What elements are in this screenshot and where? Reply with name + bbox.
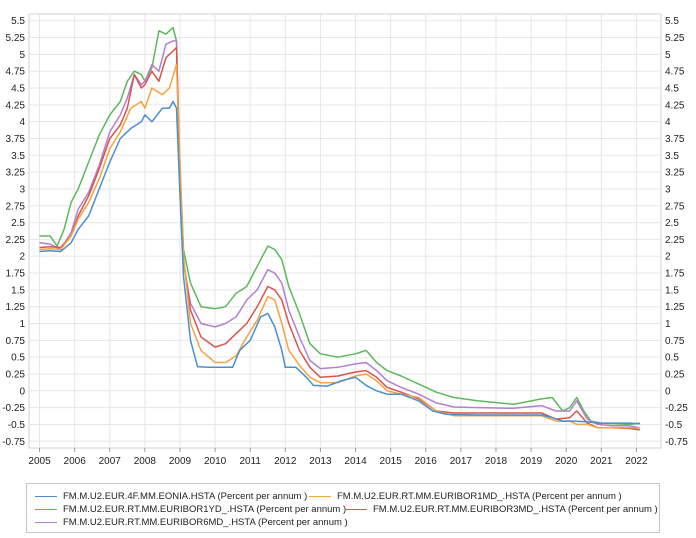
y-tick-label-right: 2.75 xyxy=(665,201,685,212)
y-tick-label-left: 1 xyxy=(19,319,25,330)
legend-label-euribor-6m: FM.M.U2.EUR.RT.MM.EURIBOR6MD_.HSTA (Perc… xyxy=(63,516,348,528)
y-tick-label-left: 0.25 xyxy=(6,369,26,380)
legend-item-euribor-1y: FM.M.U2.EUR.RT.MM.EURIBOR1YD_.HSTA (Perc… xyxy=(35,502,346,516)
legend-swatch-euribor-1m xyxy=(309,495,331,497)
legend-label-euribor-1m: FM.M.U2.EUR.RT.MM.EURIBOR1MD_.HSTA (Perc… xyxy=(337,490,622,502)
y-tick-label-right: 3.5 xyxy=(665,151,679,162)
y-tick-label-left: 5.25 xyxy=(6,33,26,44)
series-line-eonia xyxy=(39,100,640,425)
y-tick-label-left: 0.75 xyxy=(6,336,26,347)
legend-item-eonia: FM.M.U2.EUR.4F.MM.EONIA.HSTA (Percent pe… xyxy=(35,489,307,503)
legend-label-eonia: FM.M.U2.EUR.4F.MM.EONIA.HSTA (Percent pe… xyxy=(63,490,308,502)
x-tick-label: 2014 xyxy=(344,456,367,467)
plot-area xyxy=(28,13,662,449)
y-tick-label-left: 5.5 xyxy=(11,16,25,27)
y-tick-label-left: 3 xyxy=(19,184,25,195)
legend-swatch-eonia xyxy=(35,495,57,497)
y-tick-label-right: 4.75 xyxy=(665,67,685,78)
y-tick-label-right: 2.25 xyxy=(665,235,685,246)
y-tick-label-left: 2.5 xyxy=(11,218,25,229)
series-line-euribor-1y xyxy=(39,26,640,426)
y-tick-label-right: 3 xyxy=(665,184,671,195)
y-tick-label-right: 3.25 xyxy=(665,168,685,179)
legend-label-euribor-1y: FM.M.U2.EUR.RT.MM.EURIBOR1YD_.HSTA (Perc… xyxy=(63,503,347,515)
x-tick-label: 2019 xyxy=(520,456,543,467)
x-tick-label: 2020 xyxy=(555,456,578,467)
x-tick-label: 2006 xyxy=(64,456,87,467)
y-tick-label-left: 2 xyxy=(19,252,25,263)
y-tick-label-right: 3.75 xyxy=(665,134,685,145)
y-tick-label-right: -0.5 xyxy=(665,420,683,431)
y-tick-label-right: 1.5 xyxy=(665,285,679,296)
line-chart: 5.5 5.5 5.25 5.25 5 5 4.75 4.75 4.5 4.5 4.25 4.25 4 4… xyxy=(2,13,688,467)
legend-swatch-euribor-1y xyxy=(35,508,57,510)
legend-swatch-euribor-3m xyxy=(345,508,367,510)
y-tick-label-right: -0.25 xyxy=(665,403,688,414)
y-tick-label-right: 4 xyxy=(665,117,671,128)
legend-label-euribor-3m: FM.M.U2.EUR.RT.MM.EURIBOR3MD_.HSTA (Perc… xyxy=(373,503,658,515)
x-tick-label: 2013 xyxy=(309,456,332,467)
y-tick-label-right: 0.5 xyxy=(665,353,679,364)
x-tick-label: 2007 xyxy=(99,456,122,467)
y-tick-label-left: 1.5 xyxy=(11,285,25,296)
y-tick-label-left: 4.5 xyxy=(11,84,25,95)
series-layer xyxy=(39,26,641,431)
y-tick-label-right: 0.75 xyxy=(665,336,685,347)
y-tick-label-right: 0.25 xyxy=(665,369,685,380)
x-tick-label: 2017 xyxy=(450,456,473,467)
y-tick-label-left: 3.75 xyxy=(6,134,26,145)
y-tick-label-right: 2.5 xyxy=(665,218,679,229)
y-tick-label-left: 3.5 xyxy=(11,151,25,162)
x-tick-label: 2022 xyxy=(625,456,648,467)
x-tick-label: 2021 xyxy=(590,456,613,467)
legend-swatch-euribor-6m xyxy=(35,521,57,523)
y-tick-label-left: 0.5 xyxy=(11,353,25,364)
x-tick-label: 2010 xyxy=(204,456,227,467)
legend-item-euribor-6m: FM.M.U2.EUR.RT.MM.EURIBOR6MD_.HSTA (Perc… xyxy=(35,515,348,529)
legend-item-euribor-3m: FM.M.U2.EUR.RT.MM.EURIBOR3MD_.HSTA (Perc… xyxy=(345,502,658,516)
series-line-euribor-3m xyxy=(39,46,640,431)
x-tick-label: 2008 xyxy=(134,456,157,467)
y-tick-label-left: 2.25 xyxy=(6,235,26,246)
y-tick-label-right: -0.75 xyxy=(665,437,688,448)
legend: FM.M.U2.EUR.4F.MM.EONIA.HSTA (Percent pe… xyxy=(26,483,660,533)
x-tick-label: 2012 xyxy=(274,456,297,467)
series-line-euribor-6m xyxy=(39,40,641,429)
y-tick-label-right: 0 xyxy=(665,386,671,397)
x-tick-label: 2018 xyxy=(485,456,508,467)
y-tick-label-right: 1.75 xyxy=(665,269,685,280)
y-tick-label-left: 1.25 xyxy=(6,302,26,313)
y-tick-label-left: 4.25 xyxy=(6,100,26,111)
y-tick-label-left: 4 xyxy=(19,117,25,128)
y-tick-label-right: 4.25 xyxy=(665,100,685,111)
x-tick-label: 2011 xyxy=(239,456,261,467)
x-tick-label: 2016 xyxy=(415,456,438,467)
y-tick-label-left: 4.75 xyxy=(6,67,26,78)
y-tick-label-left: 2.75 xyxy=(6,201,26,212)
y-tick-label-left: 1.75 xyxy=(6,269,26,280)
y-tick-label-left: 5 xyxy=(19,50,25,61)
y-tick-label-right: 5.25 xyxy=(665,33,685,44)
y-tick-label-right: 5.5 xyxy=(665,16,679,27)
y-tick-label-right: 1.25 xyxy=(665,302,685,313)
x-tick-label: 2009 xyxy=(169,456,192,467)
tick-layer: 5.5 5.5 5.25 5.25 5 5 4.75 4.75 4.5 4.5 4.25 4.25 4 4… xyxy=(2,16,688,467)
y-tick-label-left: -0.75 xyxy=(2,437,25,448)
y-tick-label-left: -0.25 xyxy=(2,403,25,414)
y-tick-label-right: 1 xyxy=(665,319,671,330)
y-tick-label-right: 5 xyxy=(665,50,671,61)
y-tick-label-right: 4.5 xyxy=(665,84,679,95)
y-tick-label-right: 2 xyxy=(665,252,671,263)
legend-item-euribor-1m: FM.M.U2.EUR.RT.MM.EURIBOR1MD_.HSTA (Perc… xyxy=(309,489,622,503)
y-tick-label-left: -0.5 xyxy=(8,420,26,431)
x-tick-label: 2015 xyxy=(380,456,403,467)
y-tick-label-left: 3.25 xyxy=(6,168,26,179)
y-tick-label-left: 0 xyxy=(19,386,25,397)
x-tick-label: 2005 xyxy=(28,456,51,467)
grid-layer xyxy=(29,14,661,452)
